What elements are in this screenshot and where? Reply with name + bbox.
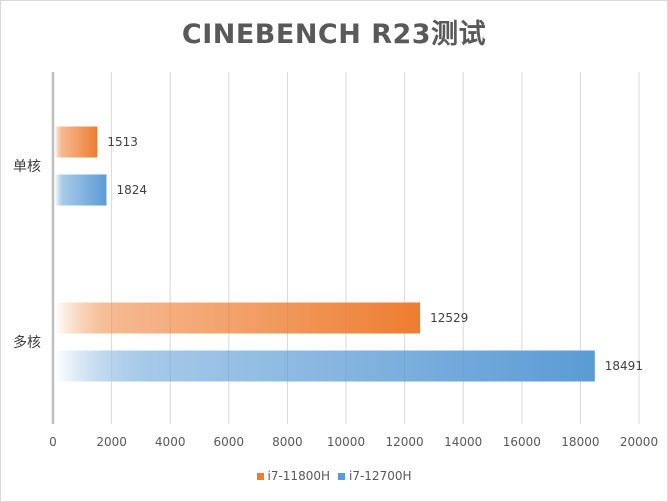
x-tick-label: 16000	[503, 435, 541, 449]
legend-item-series-1: i7-11800H	[256, 469, 331, 483]
bar-2-2	[55, 350, 595, 382]
x-tick-label: 6000	[214, 435, 245, 449]
legend-label-series-1: i7-11800H	[267, 469, 331, 483]
bar-2-1	[55, 174, 107, 206]
legend-label-series-2: i7-12700H	[349, 469, 412, 483]
data-label: 1513	[107, 135, 138, 149]
x-tick-label: 0	[49, 435, 57, 449]
legend: i7-11800H i7-12700H	[0, 469, 668, 483]
x-tick-label: 12000	[386, 435, 424, 449]
legend-swatch-series-1	[256, 472, 264, 480]
x-tick-label: 10000	[327, 435, 365, 449]
x-tick-label: 4000	[155, 435, 186, 449]
data-label: 12529	[430, 311, 468, 325]
bar-1-2	[55, 302, 421, 334]
chart-title: CINEBENCH R23测试	[181, 19, 487, 50]
x-tick-label: 8000	[272, 435, 303, 449]
data-label: 1824	[116, 183, 147, 197]
legend-swatch-series-2	[338, 472, 345, 480]
x-tick-label: 2000	[96, 435, 127, 449]
x-tick-label: 20000	[620, 435, 658, 449]
x-tick-label: 18000	[561, 435, 599, 449]
bar-1-1	[55, 126, 98, 158]
data-label: 18491	[605, 359, 643, 373]
category-label: 多核	[13, 334, 41, 351]
x-tick-label: 14000	[444, 435, 482, 449]
category-label: 单核	[13, 159, 41, 175]
legend-item-series-2: i7-12700H	[338, 469, 412, 483]
